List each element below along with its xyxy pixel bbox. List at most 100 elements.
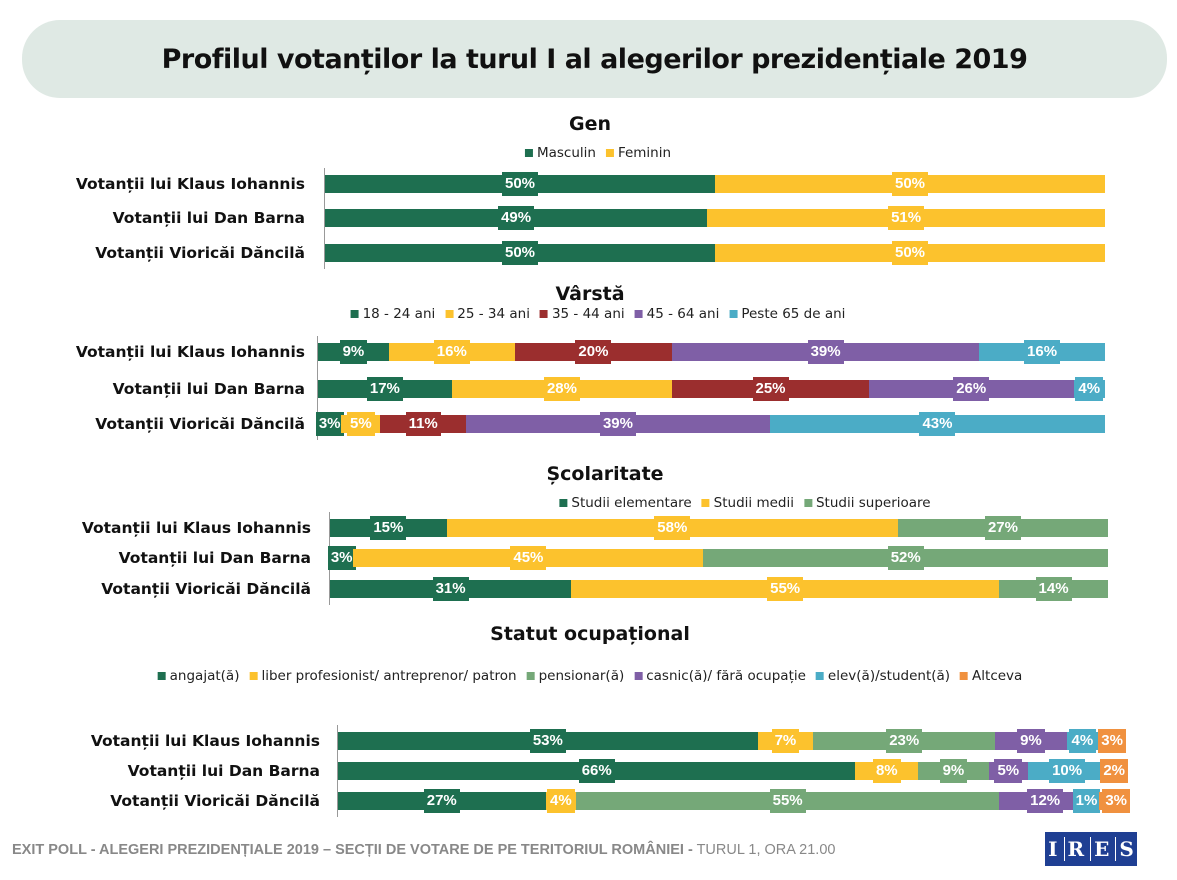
chart-title: Școlaritate	[546, 463, 664, 485]
data-label: 55%	[767, 577, 804, 601]
data-label: 9%	[1017, 729, 1045, 753]
legend-swatch	[157, 672, 166, 680]
legend-label: angajat(ă)	[169, 668, 240, 684]
data-label: 11%	[405, 412, 441, 436]
data-label: 3%	[327, 546, 356, 570]
legend-swatch	[605, 149, 614, 157]
chart-title: Vârstă	[555, 283, 625, 305]
category-label: Votanții lui Klaus Iohannis	[90, 732, 320, 750]
legend-item: liber profesionist/ antreprenor/ patron	[249, 668, 517, 684]
data-label: 16%	[1024, 340, 1061, 364]
footer-bold: EXIT POLL - ALEGERI PREZIDENȚIALE 2019 –…	[12, 842, 693, 858]
data-label: 5%	[994, 759, 1023, 783]
legend-swatch	[524, 149, 533, 157]
category-label: Votanții lui Dan Barna	[118, 549, 311, 567]
data-label: 39%	[807, 340, 844, 364]
data-label: 20%	[575, 340, 612, 364]
data-label: 27%	[423, 789, 460, 813]
data-label: 16%	[433, 340, 470, 364]
data-label: 50%	[501, 172, 539, 196]
category-label: Votanții lui Klaus Iohannis	[75, 175, 305, 193]
data-label: 8%	[872, 759, 901, 783]
legend-label: pensionar(ă)	[538, 668, 625, 684]
data-label: 4%	[1068, 729, 1097, 753]
data-label: 52%	[887, 546, 924, 570]
legend-label: Masculin	[536, 145, 596, 161]
data-label: 10%	[1049, 759, 1086, 783]
legend-swatch	[445, 310, 454, 318]
data-label: 15%	[370, 516, 407, 540]
axis-line	[324, 168, 325, 269]
data-label: 7%	[771, 729, 800, 753]
data-label: 51%	[888, 206, 925, 230]
legend-item: Studii superioare	[803, 495, 931, 511]
legend-swatch	[350, 310, 359, 318]
legend-item: casnic(ă)/ fără ocupație	[634, 668, 806, 684]
data-label: 4%	[547, 789, 575, 813]
legend-label: Peste 65 de ani	[741, 306, 846, 322]
footer-normal: TURUL 1, ORA 21.00	[692, 842, 836, 858]
data-label: 66%	[578, 759, 615, 783]
legend-label: Studii superioare	[815, 495, 931, 511]
page-title: Profilul votanților la turul I al aleger…	[161, 43, 1028, 75]
legend-swatch	[634, 310, 643, 318]
legend-item: Peste 65 de ani	[729, 306, 845, 322]
legend-item: 25 - 34 ani	[445, 306, 530, 322]
legend-swatch	[526, 672, 535, 680]
category-label: Votanții lui Klaus Iohannis	[75, 343, 305, 361]
legend-label: Feminin	[617, 145, 672, 161]
data-label: 9%	[939, 759, 968, 783]
legend-swatch	[960, 672, 969, 680]
legend-label: 25 - 34 ani	[457, 306, 530, 322]
legend-swatch	[803, 499, 812, 507]
data-label: 50%	[891, 172, 929, 196]
data-label: 9%	[339, 340, 368, 364]
legend-label: Studii elementare	[571, 495, 692, 511]
data-label: 3%	[1098, 729, 1126, 753]
legend-swatch	[815, 672, 824, 680]
data-label: 1%	[1072, 789, 1101, 813]
data-label: 14%	[1035, 577, 1072, 601]
axis-line	[317, 336, 318, 440]
legend-swatch	[559, 499, 568, 507]
legend-item: 45 - 64 ani	[634, 306, 720, 322]
data-label: 17%	[366, 377, 403, 401]
legend-item: pensionar(ă)	[526, 668, 625, 684]
legend-item: Studii medii	[701, 495, 794, 511]
data-label: 28%	[543, 377, 580, 401]
legend-label: liber profesionist/ antreprenor/ patron	[261, 668, 517, 684]
category-label: Votanții Vioricăi Dăncilă	[101, 580, 311, 598]
legend-item: Feminin	[605, 145, 672, 161]
legend-label: Studii medii	[713, 495, 794, 511]
legend: 18 - 24 ani 25 - 34 ani 35 - 44 ani 45 - 64…	[350, 306, 845, 322]
data-label: 27%	[984, 516, 1021, 540]
data-label: 53%	[529, 729, 566, 753]
legend-swatch	[701, 499, 710, 507]
title-banner: Profilul votanților la turul I al aleger…	[22, 20, 1167, 98]
chart-title: Statut ocupațional	[490, 623, 690, 645]
data-label: 50%	[891, 241, 929, 265]
legend-label: 45 - 64 ani	[646, 306, 720, 322]
legend-item: Altceva	[960, 668, 1022, 684]
category-label: Votanții Vioricăi Dăncilă	[95, 244, 305, 262]
data-label: 31%	[432, 577, 469, 601]
legend-item: 35 - 44 ani	[539, 306, 625, 322]
data-label: 43%	[919, 412, 956, 436]
data-label: 25%	[752, 377, 789, 401]
category-label: Votanții lui Dan Barna	[127, 762, 320, 780]
data-label: 5%	[347, 412, 375, 436]
data-label: 2%	[1100, 759, 1128, 783]
legend-label: elev(ă)/student(ă)	[827, 668, 951, 684]
footer: EXIT POLL - ALEGERI PREZIDENȚIALE 2019 –…	[12, 842, 835, 858]
legend-swatch	[539, 310, 548, 318]
category-label: Votanții Vioricăi Dăncilă	[95, 415, 305, 433]
data-label: 39%	[599, 412, 636, 436]
data-label: 58%	[654, 516, 691, 540]
legend-label: 35 - 44 ani	[551, 306, 625, 322]
legend: angajat(ă) liber profesionist/ antrepreno…	[157, 668, 1022, 684]
legend-swatch	[634, 672, 643, 680]
data-label: 3%	[1102, 789, 1130, 813]
legend-item: elev(ă)/student(ă)	[815, 668, 951, 684]
legend: Studii elementare Studii medii Studii supe…	[559, 495, 931, 511]
